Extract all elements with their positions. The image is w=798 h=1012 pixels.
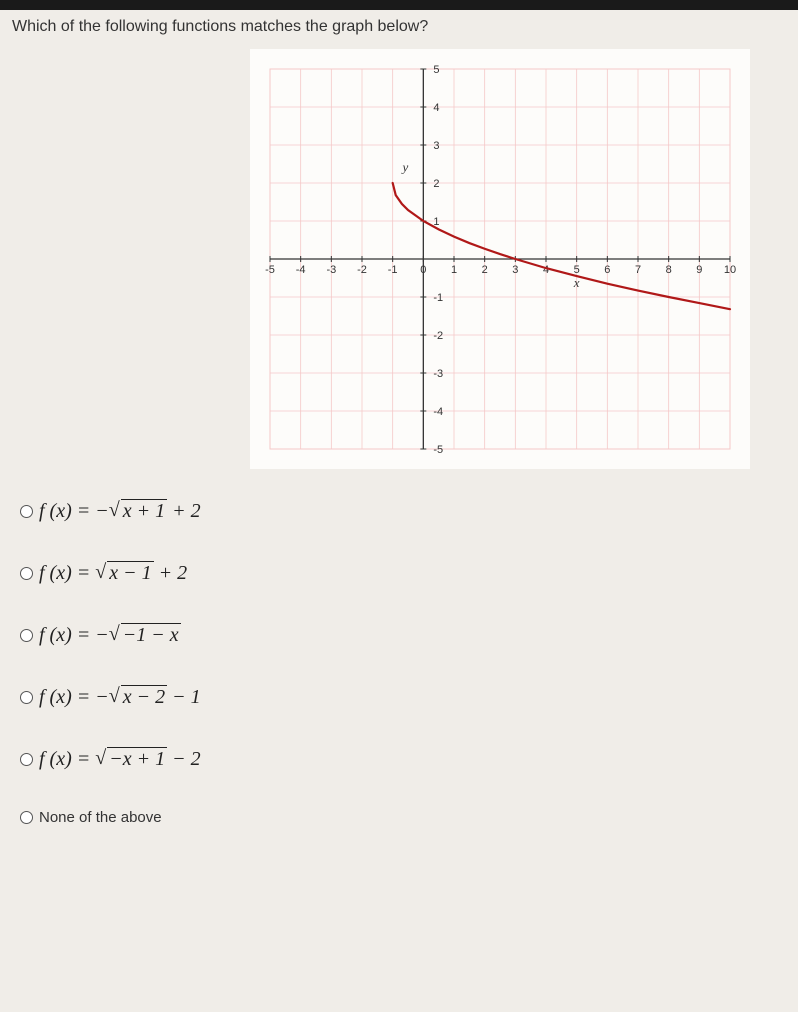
graph-container: -5-4-3-2-1012345678910-5-4-3-2-112345 xy xyxy=(250,49,750,469)
svg-text:4: 4 xyxy=(433,102,439,114)
option-label: f (x) = x − 1 + 2 xyxy=(39,561,187,585)
option-none[interactable]: None of the above xyxy=(20,809,778,826)
svg-text:-5: -5 xyxy=(265,264,275,276)
svg-text:10: 10 xyxy=(724,264,736,276)
option-3[interactable]: f (x) = −−1 − x xyxy=(20,623,778,647)
svg-text:-5: -5 xyxy=(433,444,443,456)
option-1[interactable]: f (x) = −x + 1 + 2 xyxy=(20,499,778,523)
svg-text:-1: -1 xyxy=(433,292,443,304)
svg-text:-1: -1 xyxy=(388,264,398,276)
svg-text:6: 6 xyxy=(604,264,610,276)
option-label: f (x) = −x + 1 − 2 xyxy=(39,747,201,771)
question-text: Which of the following functions matches… xyxy=(0,10,798,44)
svg-text:8: 8 xyxy=(666,264,672,276)
svg-text:3: 3 xyxy=(512,264,518,276)
svg-text:7: 7 xyxy=(635,264,641,276)
svg-text:4: 4 xyxy=(543,264,549,276)
graph-svg: -5-4-3-2-1012345678910-5-4-3-2-112345 xy xyxy=(250,49,750,469)
option-2[interactable]: f (x) = x − 1 + 2 xyxy=(20,561,778,585)
svg-text:9: 9 xyxy=(696,264,702,276)
top-bar xyxy=(0,0,798,10)
radio-icon xyxy=(20,811,33,824)
svg-text:-3: -3 xyxy=(433,368,443,380)
svg-text:5: 5 xyxy=(433,64,439,76)
option-label: f (x) = −x + 1 + 2 xyxy=(39,499,201,523)
radio-icon xyxy=(20,567,33,580)
svg-text:-2: -2 xyxy=(357,264,367,276)
svg-text:y: y xyxy=(400,160,408,175)
radio-icon xyxy=(20,629,33,642)
svg-text:-3: -3 xyxy=(326,264,336,276)
options-list: f (x) = −x + 1 + 2 f (x) = x − 1 + 2 f (… xyxy=(0,489,798,874)
option-label: f (x) = −−1 − x xyxy=(39,623,181,647)
svg-text:2: 2 xyxy=(482,264,488,276)
option-label: f (x) = −x − 2 − 1 xyxy=(39,685,201,709)
svg-text:-4: -4 xyxy=(296,264,306,276)
radio-icon xyxy=(20,691,33,704)
svg-text:2: 2 xyxy=(433,178,439,190)
svg-text:1: 1 xyxy=(451,264,457,276)
option-5[interactable]: f (x) = −x + 1 − 2 xyxy=(20,747,778,771)
svg-text:-4: -4 xyxy=(433,406,443,418)
option-none-label: None of the above xyxy=(39,809,162,826)
svg-text:-2: -2 xyxy=(433,330,443,342)
option-4[interactable]: f (x) = −x − 2 − 1 xyxy=(20,685,778,709)
radio-icon xyxy=(20,505,33,518)
radio-icon xyxy=(20,753,33,766)
svg-text:3: 3 xyxy=(433,140,439,152)
svg-text:0: 0 xyxy=(420,264,426,276)
